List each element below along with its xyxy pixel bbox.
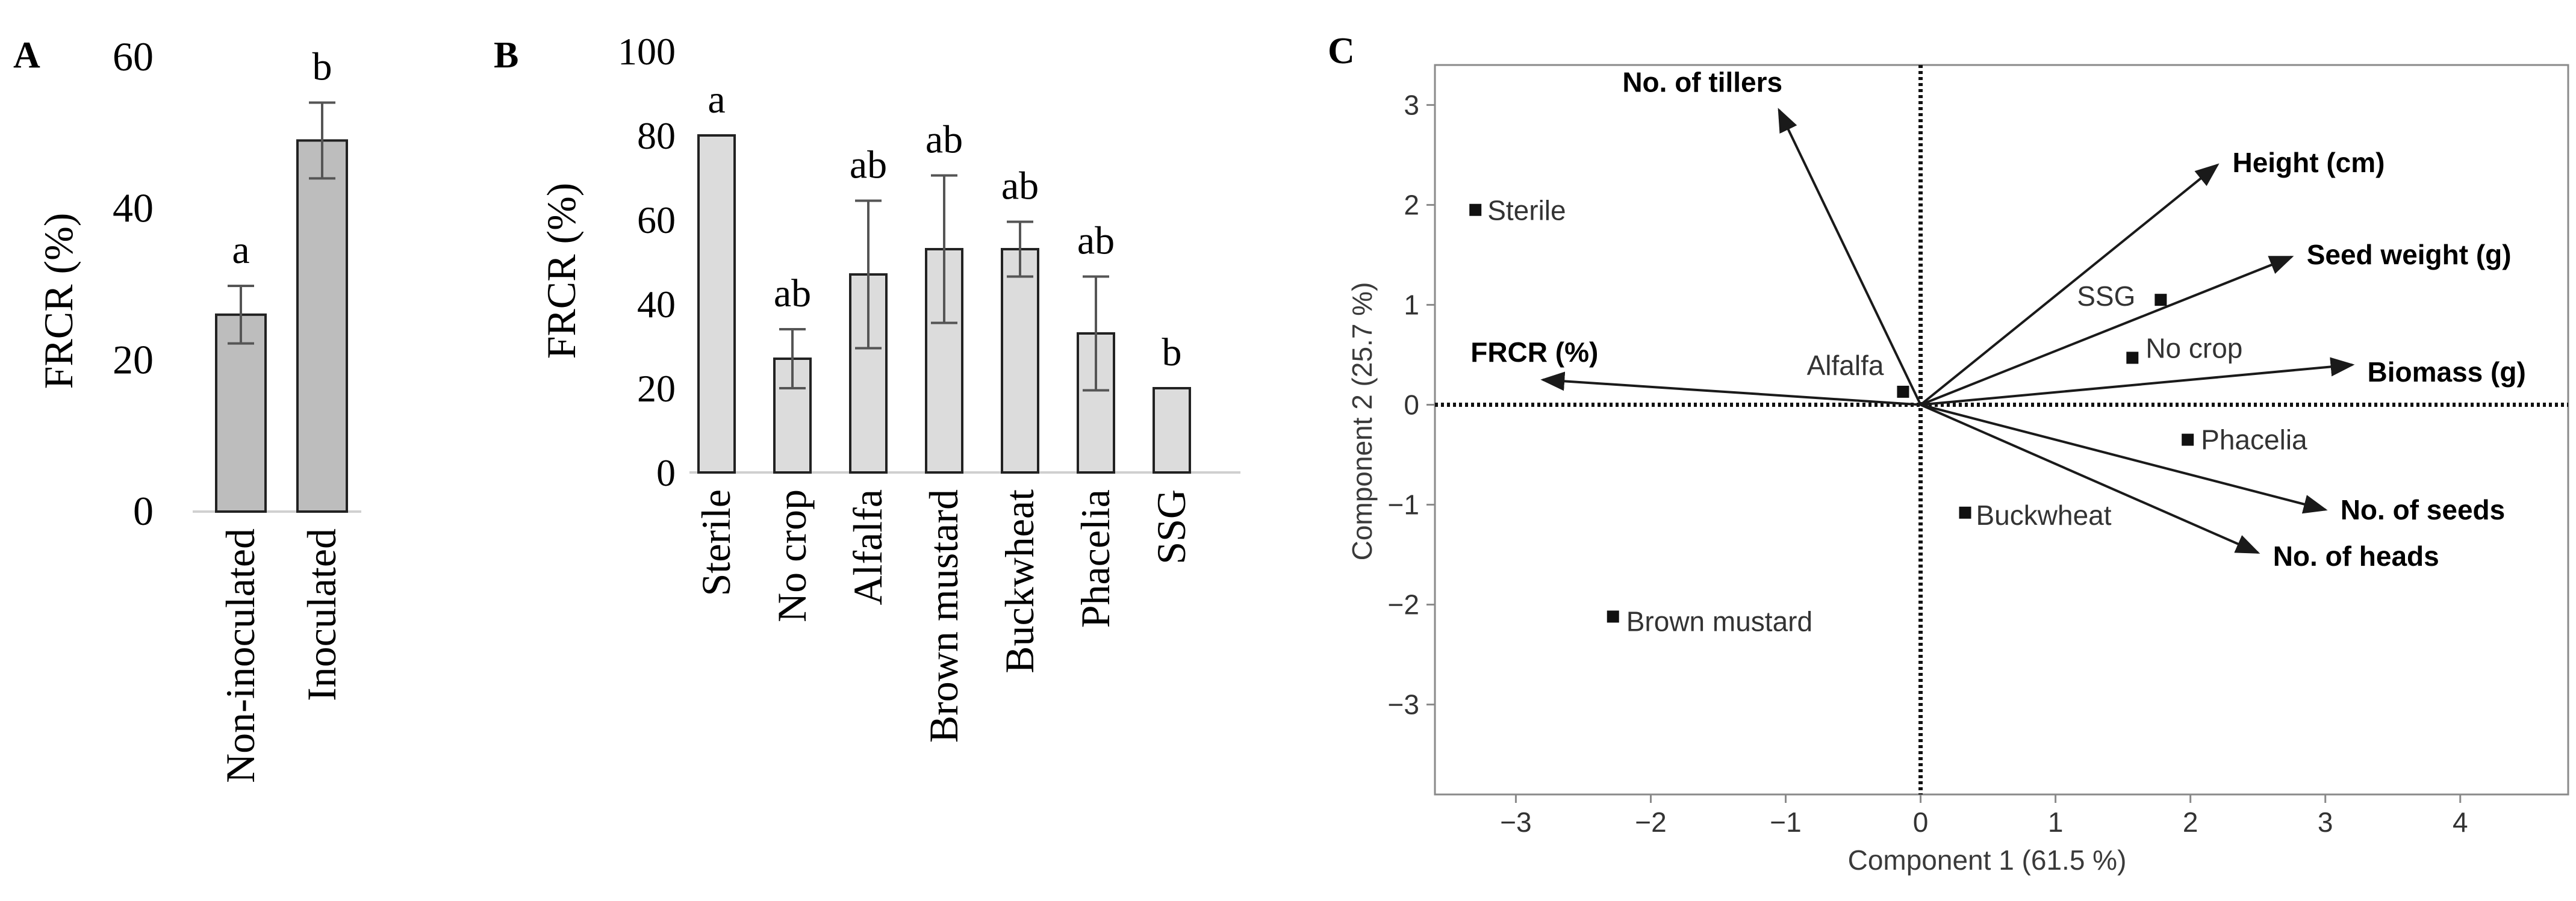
panel-c-letter: C bbox=[1328, 31, 1355, 72]
panel-b-letter: B bbox=[494, 35, 518, 76]
panel-b-ytick-label: 20 bbox=[637, 367, 676, 410]
panel-a: A FRCR (%) 0 20 40 60 a b Non-inoculated Inoc… bbox=[13, 34, 361, 783]
panel-c-loading-arrow bbox=[1920, 403, 2260, 554]
panel-c-loading-label: Biomass (g) bbox=[2368, 356, 2526, 388]
panel-a-category-label: Non-inoculated bbox=[217, 528, 263, 783]
panel-a-bar bbox=[215, 313, 267, 513]
panel-c-ytick-label: 1 bbox=[1404, 289, 1419, 320]
panel-b-significance-letter: ab bbox=[926, 118, 963, 162]
panel-c-xtick-label: 4 bbox=[2453, 807, 2468, 838]
panel-c-ytick-label: −2 bbox=[1388, 589, 1419, 621]
panel-c-loading-arrow bbox=[1540, 371, 1921, 406]
panel-c-point-label: Sterile bbox=[1487, 195, 1566, 226]
panel-b-ytick-label: 60 bbox=[637, 199, 676, 241]
panel-c-loading-arrow bbox=[1920, 255, 2294, 406]
panel-a-ytick-label: 60 bbox=[113, 34, 154, 79]
panel-c-ytick-label: 0 bbox=[1404, 389, 1419, 420]
panel-a-ytick-label: 40 bbox=[113, 185, 154, 231]
panel-c-score-point bbox=[1469, 203, 1482, 216]
panel-c-point-label: No crop bbox=[2145, 332, 2242, 364]
panel-b-significance-letter: a bbox=[708, 78, 725, 122]
panel-c-xtick-label: 1 bbox=[2048, 807, 2064, 838]
panel-c-loading-arrow bbox=[1920, 403, 2328, 514]
panel-c-xlabel: Component 1 (61.5 %) bbox=[1848, 844, 2127, 876]
panel-c-ytick-label: −1 bbox=[1388, 489, 1419, 521]
panel-c-point-label: Buckwheat bbox=[1976, 500, 2112, 531]
panel-c-loading-label: Seed weight (g) bbox=[2307, 239, 2512, 270]
panel-b-significance-letter: b bbox=[1162, 330, 1182, 374]
panel-c-ylabel: Component 2 (25.7 %) bbox=[1346, 282, 1378, 561]
panel-c-score-point bbox=[1607, 610, 1619, 623]
panel-b-ytick-label: 100 bbox=[618, 30, 676, 73]
panel-c-ytick-label: −3 bbox=[1388, 689, 1419, 720]
panel-c-frame bbox=[1434, 64, 2569, 796]
panel-b-category-label: No crop bbox=[769, 489, 815, 622]
panel-b-ytick-label: 80 bbox=[637, 114, 676, 157]
panel-a-category-label: Inoculated bbox=[299, 528, 344, 701]
panel-c-loading-label: No. of seeds bbox=[2341, 494, 2506, 525]
panel-b-bar bbox=[1153, 387, 1191, 474]
panel-c-xtick-label: −1 bbox=[1770, 807, 1801, 838]
panel-c-xtick-label: −3 bbox=[1500, 807, 1531, 838]
panel-a-bar bbox=[296, 139, 348, 513]
panel-b-ytick-label: 0 bbox=[656, 451, 676, 494]
panel-b-category-label: Buckwheat bbox=[997, 489, 1042, 673]
panel-c-xtick-label: 3 bbox=[2318, 807, 2333, 838]
panel-b-significance-letter: ab bbox=[850, 143, 887, 187]
panel-c-loading-arrow bbox=[1920, 357, 2355, 406]
panel-c-score-point bbox=[2182, 433, 2194, 446]
panel-c-point-label: Phacelia bbox=[2201, 424, 2307, 456]
panel-c-xtick-label: 0 bbox=[1913, 807, 1929, 838]
panel-a-ytick-label: 20 bbox=[113, 336, 154, 382]
panel-c-ytick-label: 3 bbox=[1404, 89, 1419, 120]
panel-b-significance-letter: ab bbox=[1001, 164, 1039, 208]
panel-b-category-label: Sterile bbox=[693, 489, 739, 596]
panel-c-point-label: Brown mustard bbox=[1626, 605, 1812, 637]
panel-c-loading-label: No. of heads bbox=[2273, 540, 2439, 572]
panel-c-score-point bbox=[1897, 385, 1909, 398]
panel-a-ytick-label: 0 bbox=[133, 488, 154, 534]
panel-b-significance-letter: ab bbox=[774, 271, 811, 315]
panel-c-score-point bbox=[2126, 351, 2139, 364]
panel-b-category-label: Phacelia bbox=[1072, 489, 1118, 628]
panel-c-point-label: SSG bbox=[2077, 280, 2135, 312]
panel-b-category-label: Alfalfa bbox=[845, 489, 891, 605]
panel-b-bar bbox=[697, 134, 736, 474]
panel-b-ytick-label: 40 bbox=[637, 283, 676, 326]
panel-c-loading-label: Height (cm) bbox=[2232, 147, 2385, 178]
panel-c-ytick-label: 2 bbox=[1404, 189, 1419, 220]
panel-a-letter: A bbox=[13, 35, 40, 76]
panel-c-loading-label: FRCR (%) bbox=[1470, 336, 1598, 368]
panel-b-significance-letter: ab bbox=[1077, 219, 1115, 263]
panel-c-xtick-label: 2 bbox=[2183, 807, 2198, 838]
panel-a-significance-letter: a bbox=[232, 228, 249, 272]
panel-b-ylabel: FRCR (%) bbox=[538, 183, 584, 359]
panel-b-category-label: Brown mustard bbox=[921, 489, 966, 743]
panel-a-ylabel: FRCR (%) bbox=[36, 213, 81, 389]
panel-a-significance-letter: b bbox=[313, 45, 332, 89]
panel-c-loading-label: No. of tillers bbox=[1622, 67, 1782, 98]
panel-c-point-label: Alfalfa bbox=[1807, 350, 1884, 381]
panel-b-category-label: SSG bbox=[1148, 489, 1194, 565]
panel-c-xtick-label: −2 bbox=[1635, 807, 1666, 838]
panel-c-score-point bbox=[2154, 294, 2167, 306]
panel-c-loading-arrow bbox=[1778, 108, 1922, 406]
panel-c-score-point bbox=[1959, 506, 1971, 519]
panel-c: C −3 −2 −1 0 1 2 3 4 −3 −2 −1 0 1 2 3 No. of tillers He… bbox=[1328, 31, 2569, 876]
panel-b-bar bbox=[1001, 248, 1039, 474]
panel-c-loading-arrow bbox=[1920, 163, 2220, 406]
